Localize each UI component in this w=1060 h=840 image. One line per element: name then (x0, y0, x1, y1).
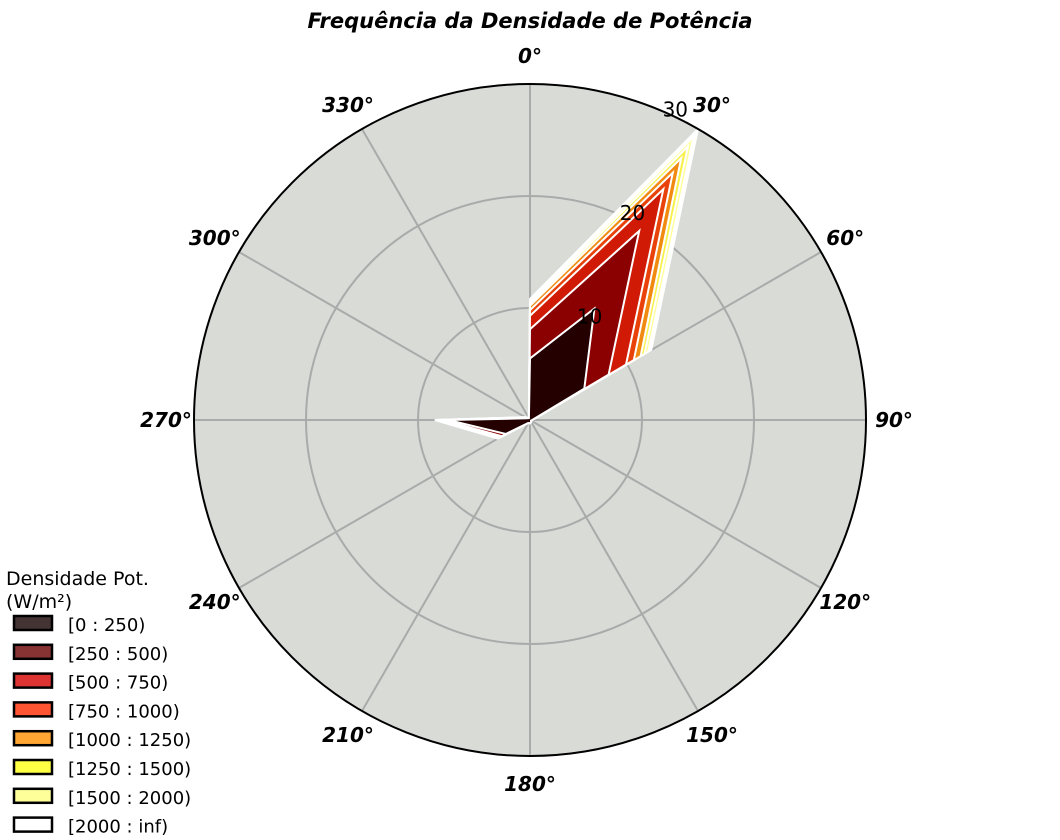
angle-tick-label: 150° (686, 723, 738, 747)
chart-title: Frequência da Densidade de Potência (307, 9, 752, 33)
angle-tick-label: 240° (189, 590, 241, 614)
angle-tick-label: 210° (322, 723, 374, 747)
legend-title-line-2: (W/m²) (6, 591, 72, 613)
legend-label: [500 : 750) (68, 673, 168, 694)
legend-label: [1000 : 1250) (68, 730, 191, 751)
angle-tick-label: 60° (826, 226, 864, 250)
legend-swatch (12, 701, 54, 718)
angular-gridline (529, 419, 699, 712)
legend-swatch (12, 614, 54, 632)
legend-swatch (12, 643, 54, 661)
angle-tick-label: 330° (322, 93, 374, 117)
angular-gridline (238, 419, 531, 589)
legend-swatch (12, 758, 54, 776)
legend-label: [2000 : inf) (68, 817, 168, 838)
radial-tick-label: 30 (663, 98, 688, 122)
angular-gridline (361, 128, 531, 421)
polar-frame (193, 83, 867, 757)
legend-swatch (12, 672, 54, 689)
radial-tick-labels: 10 20 30 (577, 98, 688, 329)
angular-gridline (361, 419, 531, 712)
legend-swatch (12, 816, 54, 833)
angle-tick-label: 270° (140, 408, 192, 432)
series-area (447, 306, 596, 436)
angular-gridline (238, 251, 531, 421)
angle-tick-label: 300° (189, 226, 241, 250)
angle-tick-label: 120° (819, 590, 871, 614)
legend-swatch (12, 729, 54, 747)
angular-gridline (529, 419, 822, 589)
angle-tick-labels: 0° 30° 60° 90° 120° 150° 180° 210° 240° 270° 300° 3… (140, 44, 913, 796)
radial-tick-label: 20 (620, 201, 645, 225)
legend-label: [0 : 250) (68, 615, 145, 636)
legend-label: [1500 : 2000) (68, 788, 191, 809)
angle-tick-label: 90° (875, 408, 913, 432)
legend-label: [1250 : 1500) (68, 759, 191, 780)
legend-label: [250 : 500) (68, 644, 168, 665)
series-layer (434, 125, 700, 440)
legend: Densidade Pot. (W/m²) [0 : 250) [250 : 50… (6, 568, 191, 838)
angle-tick-label: 30° (693, 93, 731, 117)
legend-title-line-1: Densidade Pot. (6, 568, 149, 590)
angle-tick-label: 0° (518, 44, 542, 68)
radial-tick-label: 10 (577, 305, 602, 329)
angle-tick-label: 180° (504, 772, 556, 796)
legend-swatch (12, 787, 54, 805)
legend-label: [750 : 1000) (68, 701, 180, 722)
